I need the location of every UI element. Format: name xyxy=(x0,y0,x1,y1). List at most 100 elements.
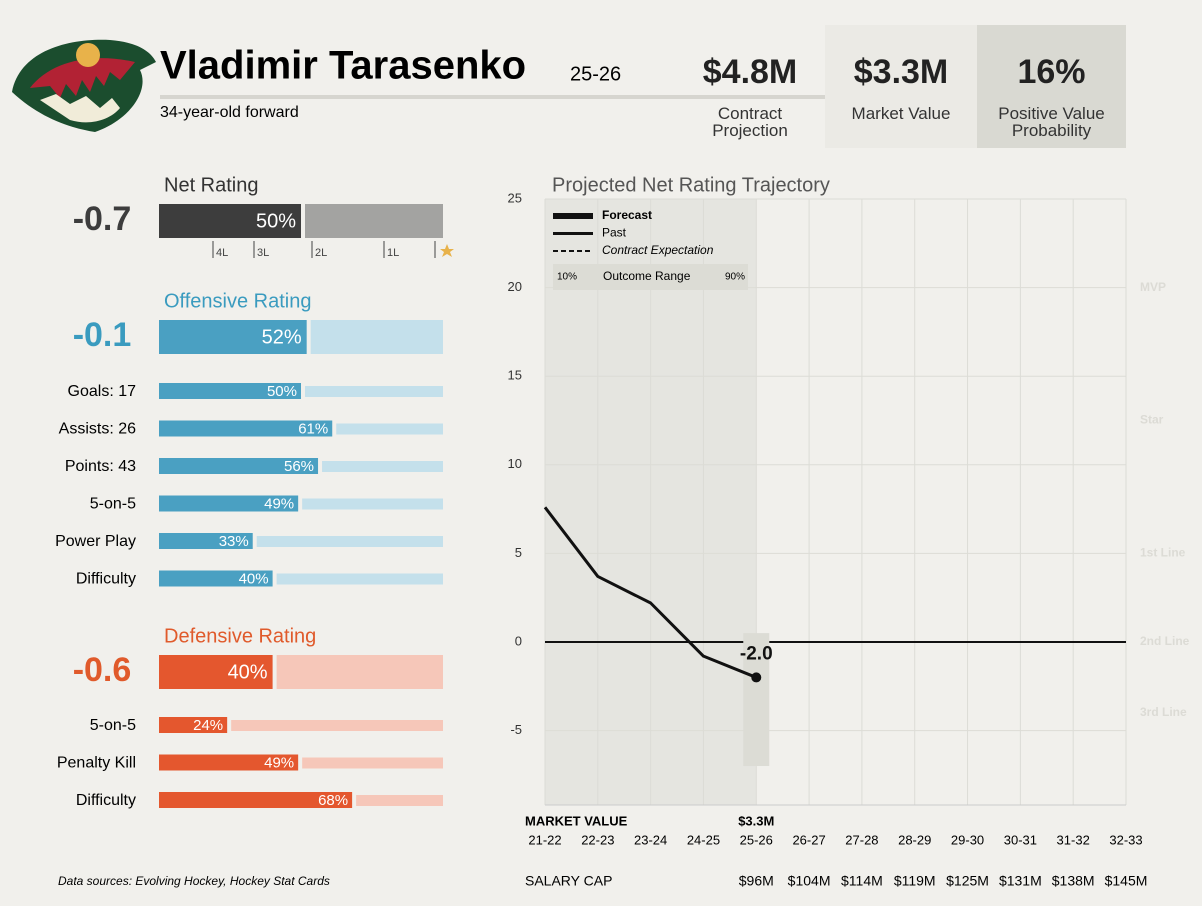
y-tick-label: 10 xyxy=(508,456,522,471)
tier-label: 1st Line xyxy=(1140,546,1186,560)
outcome-range xyxy=(743,633,770,767)
percentile-bar xyxy=(159,383,301,399)
percentile-label: 49% xyxy=(264,495,294,512)
percentile-rest xyxy=(302,757,443,769)
percentile-label: 61% xyxy=(298,420,328,437)
section-title: Defensive Rating xyxy=(164,625,316,647)
stat: 16% Positive Value Probability xyxy=(977,25,1126,139)
market-value: $3.3M xyxy=(738,813,774,828)
series-line xyxy=(543,506,757,679)
stat-label: Market Value xyxy=(851,104,951,123)
stat-value: $3.3M xyxy=(853,53,949,91)
percentile-label: 56% xyxy=(284,458,314,475)
percentile-label: 52% xyxy=(262,326,302,348)
salary-cap: $119M xyxy=(894,873,936,889)
legend-high: 90% xyxy=(725,272,745,283)
percentile-bar xyxy=(159,420,333,437)
percentile-bar xyxy=(159,458,319,474)
x-tick-label: 32-33 xyxy=(1109,832,1142,847)
end-point xyxy=(751,672,762,683)
tier-tick-label: 4L xyxy=(216,247,228,259)
tier-label: 2nd Line xyxy=(1140,634,1190,648)
x-tick-label: 21-22 xyxy=(528,832,561,847)
salary-cap: $96M xyxy=(739,873,774,889)
x-tick-label: 22-23 xyxy=(581,832,614,847)
tier-label: Star xyxy=(1140,413,1164,427)
chart-title: Projected Net Rating Trajectory xyxy=(552,174,830,196)
stat: $3.3M Market Value xyxy=(825,25,977,122)
x-tick-label: 25-26 xyxy=(740,832,773,847)
section-title: Offensive Rating xyxy=(164,290,312,312)
percentile-label: 40% xyxy=(239,570,269,587)
player-name: Vladimir Tarasenko xyxy=(160,44,526,88)
percentile-bar xyxy=(159,204,301,238)
tier-tick-label: 3L xyxy=(257,247,269,259)
percentile-label: 50% xyxy=(267,383,297,400)
percentile-bar xyxy=(159,495,299,512)
row-label: Points: 43 xyxy=(65,458,136,475)
stat: $4.8M Contract Projection xyxy=(675,25,825,139)
row-label: 5-on-5 xyxy=(90,496,136,513)
stat-box xyxy=(977,25,1126,148)
tier-tick-label: 1L xyxy=(387,247,399,259)
tier-tick-label: 2L xyxy=(315,247,327,259)
section-title: Net Rating xyxy=(164,174,259,196)
value-label: -2.0 xyxy=(740,643,773,664)
percentile-bar xyxy=(159,792,353,808)
salary-cap: $125M xyxy=(946,873,989,889)
row-label: Power Play xyxy=(55,533,136,550)
percentile-rest xyxy=(302,498,443,510)
row-label: Goals: 17 xyxy=(68,383,137,400)
season: 25-26 xyxy=(570,63,621,85)
legend-label: Contract Expectation xyxy=(602,243,714,257)
percentile-rest xyxy=(305,204,443,238)
percentile-bar xyxy=(159,655,273,689)
salary-cap: $138M xyxy=(1052,873,1095,889)
x-tick-label: 30-31 xyxy=(1004,832,1037,847)
percentile-rest xyxy=(322,461,443,472)
x-tick-label: 23-24 xyxy=(634,832,667,847)
y-tick-label: 5 xyxy=(515,545,522,560)
percentile-rest xyxy=(356,795,443,806)
y-tick-label: 20 xyxy=(508,279,522,294)
team-logo xyxy=(12,39,156,132)
legend-range xyxy=(553,264,748,290)
stat-label: Positive Value Probability xyxy=(998,104,1105,140)
percentile-rest xyxy=(310,320,443,354)
percentile-bar xyxy=(159,320,307,354)
percentile-label: 24% xyxy=(193,717,223,734)
percentile-label: 49% xyxy=(264,754,294,771)
tier-label: MVP xyxy=(1140,280,1166,294)
x-tick-label: 31-32 xyxy=(1057,832,1090,847)
legend-low: 10% xyxy=(557,272,577,283)
legend-range-label: Outcome Range xyxy=(603,269,691,283)
rating-value: -0.1 xyxy=(73,316,132,354)
y-tick-label: 25 xyxy=(508,190,522,205)
legend-label: Forecast xyxy=(602,208,652,222)
legend-label: Past xyxy=(602,226,627,240)
rating-value: -0.6 xyxy=(73,651,132,689)
percentile-label: 50% xyxy=(256,210,296,232)
x-tick-label: 26-27 xyxy=(792,832,825,847)
percentile-rest xyxy=(231,720,443,731)
stat-value: $4.8M xyxy=(702,53,798,91)
stat-label: Contract Projection xyxy=(712,104,788,140)
percentile-rest xyxy=(336,423,443,435)
row-label: Difficulty xyxy=(76,571,136,588)
y-tick-label: -5 xyxy=(510,722,522,737)
x-tick-label: 28-29 xyxy=(898,832,931,847)
x-tick-label: 29-30 xyxy=(951,832,984,847)
salary-cap: $131M xyxy=(999,873,1042,889)
percentile-bar xyxy=(159,717,228,733)
salary-cap-title: SALARY CAP xyxy=(525,873,612,889)
percentile-label: 40% xyxy=(228,661,268,683)
star-icon xyxy=(440,244,454,257)
y-tick-label: 15 xyxy=(508,368,522,383)
salary-cap: $104M xyxy=(788,873,831,889)
row-label: 5-on-5 xyxy=(90,717,136,734)
rating-value: -0.7 xyxy=(73,200,132,238)
percentile-bar xyxy=(159,570,273,587)
x-tick-label: 24-25 xyxy=(687,832,720,847)
